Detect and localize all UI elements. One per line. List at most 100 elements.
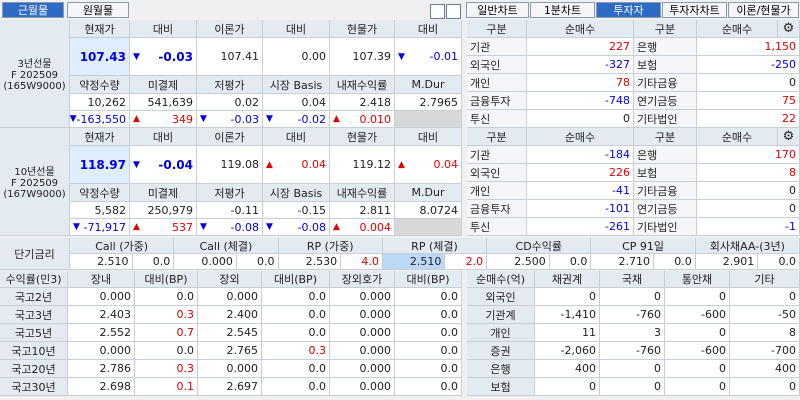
rate-name: Call (체결) <box>174 238 279 254</box>
bond-value: 0.000 <box>198 288 262 306</box>
column-header: 저평가 <box>197 184 263 202</box>
bond-value: 0.0 <box>135 288 198 306</box>
tab[interactable]: 근월물 <box>2 2 64 18</box>
layout-icon[interactable] <box>446 4 461 19</box>
rate-change: 0.0 <box>758 254 800 270</box>
bond-value: 0.3 <box>135 360 198 378</box>
column-header: 대비 <box>263 20 330 38</box>
change-arrow: ▼ <box>398 51 405 62</box>
column-header: 구분 <box>634 128 697 146</box>
rate-name: 회사채AA-(3년) <box>695 238 800 254</box>
change-value: -0.01 <box>429 50 458 63</box>
change-value: -163,550 <box>76 112 126 126</box>
column-header: 통안채 <box>665 271 730 288</box>
investor-name: 연기금등 <box>634 200 697 218</box>
layout-icon[interactable] <box>430 4 445 19</box>
change-value: 0.04 <box>433 158 459 171</box>
value-cell: ▼ -163,550 <box>70 111 130 128</box>
flow-value: 0 <box>600 360 665 378</box>
bond-value: 0.000 <box>330 324 395 342</box>
tab[interactable]: 원월물 <box>67 2 129 18</box>
column-header: 현재가 <box>70 128 130 146</box>
tab[interactable]: 투자자차트 <box>662 2 727 18</box>
settings-icon[interactable]: ⚙ <box>778 20 800 38</box>
net-buy: 8 <box>697 164 800 182</box>
column-header: 구분 <box>467 20 527 38</box>
column-header: 순매수 <box>697 128 778 146</box>
tab[interactable]: 1분차트 <box>530 2 595 18</box>
value-cell: 2.418 <box>330 94 395 111</box>
value-cell: 0.00 <box>263 38 330 76</box>
column-header: 대비(BP) <box>135 271 198 288</box>
flow-value: -2,060 <box>535 342 600 360</box>
flow-value: 0 <box>600 288 665 306</box>
change-arrow: ▼ <box>266 114 273 124</box>
column-header: 미결제 <box>130 76 197 94</box>
rate-change: 0.0 <box>654 254 696 270</box>
net-buy: -1 <box>697 218 800 236</box>
change-arrow: ▲ <box>266 159 273 170</box>
value-cell: 8.0724 <box>395 202 462 219</box>
change-value: 537 <box>172 220 193 234</box>
tab[interactable]: 이론/현물가 <box>728 2 799 18</box>
tab[interactable]: 일반차트 <box>466 2 529 18</box>
value-cell: 2.7965 <box>395 94 462 111</box>
column-header: 대비 <box>395 20 462 38</box>
value-cell: 2.811 <box>330 202 395 219</box>
change-arrow: ▼ <box>266 222 273 232</box>
bond-value: 0.3 <box>135 306 198 324</box>
bond-value: 0.0 <box>262 306 330 324</box>
gear[interactable]: ⚙ <box>782 129 795 144</box>
bond-value: 0.000 <box>330 342 395 360</box>
bond-value: 0.0 <box>262 378 330 396</box>
flow-value: 0 <box>535 378 600 396</box>
change-value: -0.03 <box>230 112 259 126</box>
flow-value: 0 <box>730 378 800 396</box>
tab[interactable]: 투자자 <box>596 2 661 18</box>
column-header: 현재가 <box>70 20 130 38</box>
value-cell: ▼ -0.08 <box>197 219 263 236</box>
change-arrow: ▼ <box>133 159 140 170</box>
value-cell: ▼ -0.04 <box>130 146 197 184</box>
column-header: 수익률(민3) <box>0 271 68 288</box>
change-value: -0.04 <box>158 157 193 172</box>
value-cell: 119.08 <box>197 146 263 184</box>
column-header: 미결제 <box>130 184 197 202</box>
flow-value: 0 <box>600 378 665 396</box>
bond-value: 0.000 <box>198 360 262 378</box>
rate-value: 0.000 <box>174 254 237 270</box>
investor-name: 은행 <box>634 146 697 164</box>
contract-label: 10년선물 F 202509 (167W9000) <box>0 128 70 236</box>
change-arrow: ▲ <box>333 114 340 124</box>
net-buy: 75 <box>697 92 800 110</box>
value-cell: 107.39 <box>330 38 395 76</box>
change-arrow: ▼ <box>133 51 140 62</box>
bond-value: 0.000 <box>330 360 395 378</box>
column-header: 대비(BP) <box>262 271 330 288</box>
column-header: M.Dur <box>395 184 462 202</box>
flow-value: -1,410 <box>535 306 600 324</box>
flow-value: 400 <box>730 360 800 378</box>
flow-value: 400 <box>535 360 600 378</box>
flow-name: 개인 <box>467 324 535 342</box>
bond-value: 0.1 <box>135 378 198 396</box>
gear[interactable]: ⚙ <box>782 21 795 36</box>
value-cell: ▲ 349 <box>130 111 197 128</box>
net-buy: 22 <box>697 110 800 128</box>
settings-icon[interactable]: ⚙ <box>778 128 800 146</box>
flow-value: 0 <box>665 288 730 306</box>
column-header: 내재수익률 <box>330 184 395 202</box>
bond-value: 0.0 <box>395 342 462 360</box>
column-header: 대비 <box>130 128 197 146</box>
rate-name: RP (가중) <box>278 238 383 254</box>
column-header: 순매수 <box>527 20 634 38</box>
net-buy: -184 <box>527 146 634 164</box>
value-cell: ▼ -0.03 <box>130 38 197 76</box>
investor-name: 개인 <box>467 74 527 92</box>
flow-value: 0 <box>665 378 730 396</box>
column-header: M.Dur <box>395 76 462 94</box>
change-arrow: ▼ <box>200 222 207 232</box>
column-header: 구분 <box>467 128 527 146</box>
bond-value: 2.552 <box>68 324 135 342</box>
bond-value: 0.000 <box>330 288 395 306</box>
